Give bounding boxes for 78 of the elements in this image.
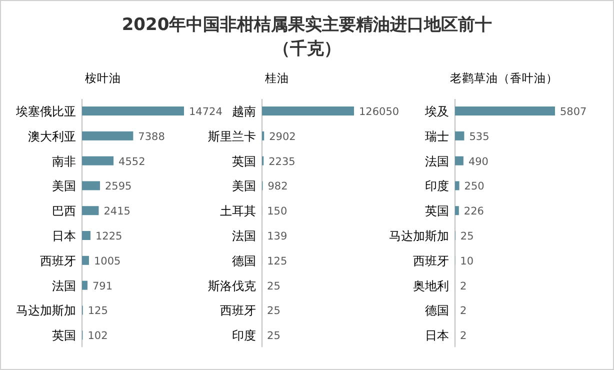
y-tick-label: 斯里兰卡 (208, 129, 256, 144)
bar (455, 206, 459, 216)
text: 2020年中国非柑桔属果实主要精油进口地区前十（千克） (122, 15, 492, 59)
data-label: 2 (460, 280, 467, 292)
y-tick-label: 美国 (232, 179, 256, 194)
y-tick-label: 英国 (232, 154, 256, 168)
y-tick-label: 德国 (232, 254, 256, 268)
data-label: 102 (88, 330, 108, 342)
data-label: 25 (460, 230, 474, 242)
bar (455, 131, 464, 140)
data-label: 982 (268, 180, 288, 193)
bar (82, 256, 89, 265)
data-label: 2595 (104, 180, 132, 193)
chart-subtitle: 桉叶油 (85, 71, 121, 85)
y-tick-label: 巴西 (52, 204, 76, 218)
data-label: 490 (468, 156, 488, 168)
y-tick-label: 瑞士 (425, 129, 449, 144)
data-label: 535 (469, 130, 490, 143)
y-tick-label: 日本 (52, 229, 76, 243)
data-label: 25 (267, 330, 280, 342)
y-tick-label: 法国 (425, 154, 449, 168)
bar (455, 156, 464, 166)
bar (82, 181, 100, 190)
data-label: 2902 (269, 130, 296, 143)
data-label: 7388 (138, 130, 165, 143)
y-tick-label: 德国 (425, 304, 449, 318)
y-tick-label: 南非 (52, 154, 76, 168)
y-tick-label: 马达加斯加 (389, 229, 449, 243)
data-label: 5807 (560, 106, 587, 118)
data-label: 250 (464, 180, 484, 193)
data-label: 10 (460, 255, 474, 268)
y-tick-label: 法国 (52, 278, 76, 293)
chart-subtitle: 老鹳草油（香叶油） (450, 71, 558, 85)
y-tick-label: 英国 (425, 204, 449, 218)
data-label: 150 (267, 206, 288, 218)
y-tick-label: 西班牙 (413, 254, 449, 268)
y-tick-label: 土耳其 (220, 204, 256, 218)
y-tick-label: 美国 (52, 179, 76, 194)
data-label: 791 (92, 280, 113, 292)
y-tick-label: 西班牙 (220, 304, 256, 318)
data-label: 4552 (118, 156, 146, 168)
y-tick-label: 日本 (425, 328, 449, 343)
bar (455, 106, 555, 116)
data-label: 139 (267, 230, 288, 242)
y-tick-label: 埃及 (424, 104, 449, 118)
y-tick-label: 英国 (52, 328, 76, 343)
data-label: 1225 (95, 230, 122, 242)
data-label: 126050 (359, 106, 400, 118)
y-tick-label: 西班牙 (40, 254, 76, 268)
data-label: 2 (460, 305, 467, 318)
y-tick-label: 斯洛伐克 (208, 278, 256, 293)
bar (82, 280, 88, 290)
bar (82, 131, 134, 140)
data-label: 25 (267, 305, 280, 318)
data-label: 1005 (94, 255, 121, 268)
data-label: 2 (460, 330, 467, 342)
data-label: 125 (267, 255, 288, 268)
y-tick-label: 马达加斯加 (16, 304, 76, 318)
data-label: 2415 (104, 206, 130, 218)
data-label: 125 (88, 305, 108, 318)
bar (455, 181, 460, 190)
bar (82, 156, 114, 166)
bar (82, 106, 184, 116)
y-tick-label: 埃塞俄比亚 (15, 104, 76, 118)
bar (262, 106, 354, 116)
bar (82, 206, 99, 216)
y-tick-label: 奥地利 (413, 278, 449, 293)
data-label: 226 (464, 206, 484, 218)
y-tick-label: 澳大利亚 (28, 129, 76, 144)
y-tick-label: 越南 (232, 104, 256, 118)
chart-subtitle: 桂油 (264, 71, 289, 85)
y-tick-label: 法国 (232, 229, 256, 243)
data-label: 14724 (189, 106, 223, 118)
data-label: 2235 (268, 156, 296, 168)
bar (82, 231, 90, 240)
y-tick-label: 印度 (425, 179, 449, 194)
data-label: 25 (267, 280, 280, 292)
y-tick-label: 印度 (232, 328, 256, 343)
